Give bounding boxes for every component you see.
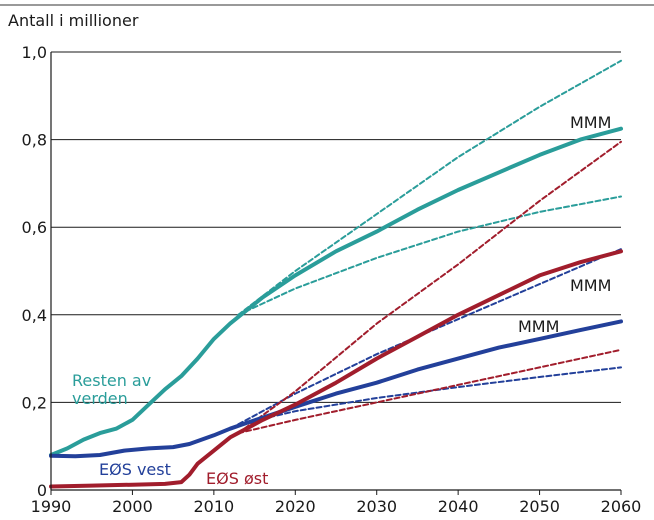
- mmm-label-top: MMM: [570, 113, 611, 132]
- mmm-label-middle: MMM: [570, 276, 611, 295]
- series-line-resten-av-verden-lav: [237, 195, 622, 316]
- series-line-eøs-vest-lav: [237, 366, 622, 426]
- label-eos-ost: EØS øst: [206, 469, 268, 488]
- y-tick-label: 0: [37, 481, 47, 500]
- x-tick-label: 2040: [438, 497, 479, 516]
- x-tick-label: 2000: [112, 497, 153, 516]
- series-layer: [49, 59, 623, 489]
- x-tick-label: 2020: [275, 497, 316, 516]
- y-tick-label: 0,8: [22, 131, 47, 150]
- mmm-label-low: MMM: [518, 317, 559, 336]
- y-axis-label: Antall i millioner: [8, 11, 139, 30]
- y-tick-label: 0,6: [22, 218, 47, 237]
- series-line-eøs-øst: [49, 249, 623, 489]
- x-tick-label: 2030: [356, 497, 397, 516]
- x-tick-label: 2010: [193, 497, 234, 516]
- series-line-eøs-øst-lav: [237, 348, 622, 435]
- axes: 0 0,2 0,4 0,6 0,8 1,0 1990 2000 2010 2020 2030 2040…: [22, 43, 642, 516]
- label-resten-line2: verden: [72, 389, 128, 408]
- label-resten-line1: Resten av: [72, 371, 151, 390]
- y-tick-label: 0,4: [22, 306, 47, 325]
- series-line-resten-av-verden-høy: [237, 59, 622, 316]
- x-tick-label: 1990: [31, 497, 72, 516]
- grid: [51, 51, 621, 403]
- y-tick-label: 1,0: [22, 43, 47, 62]
- label-eos-vest: EØS vest: [99, 460, 171, 479]
- y-tick-label: 0,2: [22, 393, 47, 412]
- x-tick-label: 2050: [519, 497, 560, 516]
- series-line-eøs-øst-høy: [237, 140, 622, 435]
- series-line-eøs-vest: [49, 319, 623, 459]
- series-line-resten-av-verden: [49, 126, 623, 457]
- series-labels: MMM MMM MMM Resten av verden EØS vest EØ…: [72, 113, 611, 488]
- x-tick-label: 2060: [601, 497, 642, 516]
